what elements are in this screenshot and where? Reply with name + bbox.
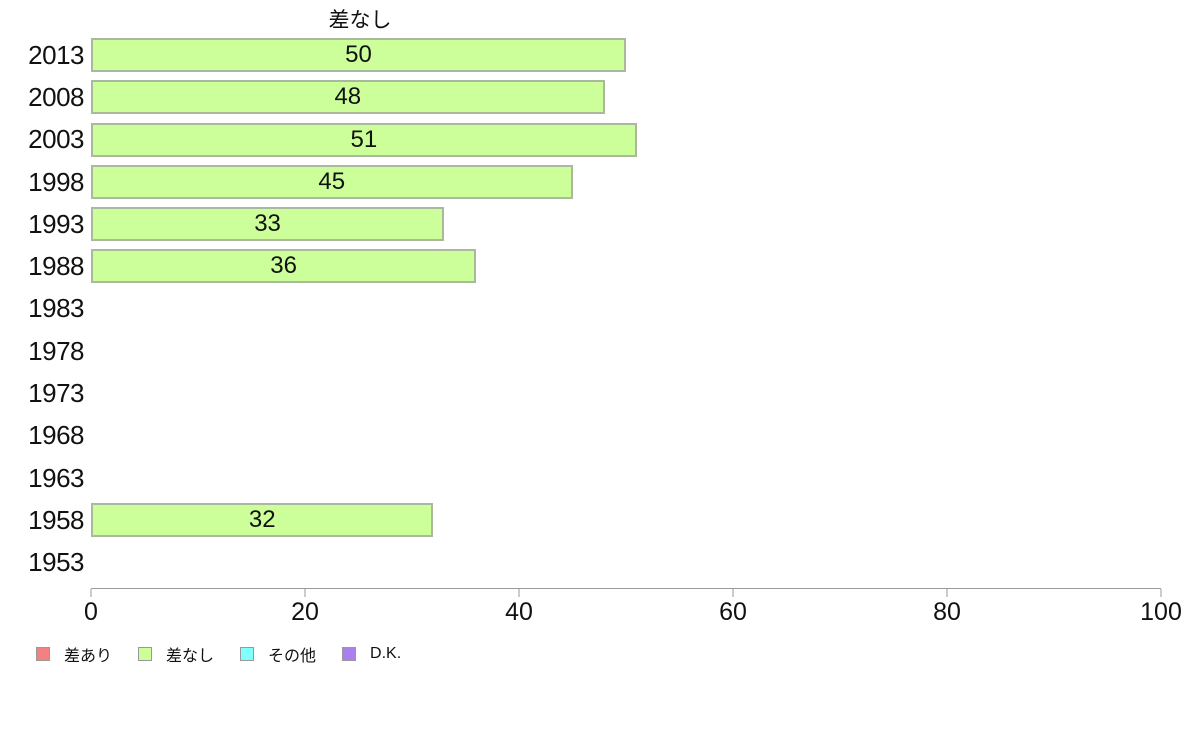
bar: 36 <box>91 249 477 284</box>
legend-item: 差あり <box>36 642 112 666</box>
bar-value-label: 33 <box>254 210 281 238</box>
y-axis-label: 2013 <box>28 39 84 70</box>
y-axis-label: 2003 <box>28 124 84 155</box>
chart-row: 1993 33 <box>0 203 1161 245</box>
chart-row: 1988 36 <box>0 245 1161 287</box>
bar: 50 <box>91 38 626 72</box>
legend-item-label: その他 <box>268 648 317 665</box>
y-axis-label: 1998 <box>28 166 84 197</box>
x-axis-tick-label: 80 <box>933 598 961 626</box>
chart-row: 1973 <box>0 372 1161 414</box>
chart-row: 1998 45 <box>0 161 1161 203</box>
y-axis-label: 1958 <box>28 504 84 535</box>
chart-row: 1978 <box>0 330 1161 372</box>
legend-swatch-sanashi <box>138 647 153 661</box>
chart-row: 2003 51 <box>0 119 1161 161</box>
y-axis-label: 1993 <box>28 208 84 239</box>
x-axis-line: 0 20 40 60 80 100 <box>84 588 1182 629</box>
bar: 33 <box>91 207 445 242</box>
legend-item: D.K. <box>342 645 401 663</box>
legend-swatch-saari <box>36 647 50 661</box>
y-axis-label: 1988 <box>28 251 84 282</box>
chart-row: 2008 48 <box>0 76 1161 118</box>
x-axis-tick <box>518 589 520 597</box>
bar-value-label: 45 <box>318 167 346 195</box>
legend-swatch-sonota <box>240 647 255 661</box>
x-axis-tick-label: 40 <box>505 598 533 626</box>
chart-title: 差なし <box>328 9 392 32</box>
chart-row: 1983 <box>0 288 1161 330</box>
x-axis-tick <box>304 589 306 597</box>
y-axis-label: 1968 <box>28 420 84 451</box>
bar-value-label: 48 <box>334 83 362 111</box>
y-axis-label: 1983 <box>28 293 84 324</box>
x-axis-tick-label: 60 <box>719 598 747 626</box>
bar-value-label: 32 <box>248 506 276 534</box>
legend-item: 差なし <box>138 642 214 666</box>
bar: 45 <box>91 164 573 199</box>
chart-row: 2013 50 <box>0 34 1161 76</box>
x-axis-tick <box>732 589 734 597</box>
x-axis-tick <box>1160 589 1162 597</box>
chart-row: 1968 <box>0 415 1161 457</box>
x-axis-tick-label: 0 <box>84 598 98 626</box>
bar-value-label: 50 <box>345 41 372 68</box>
legend-item: その他 <box>240 642 316 666</box>
x-axis-tick-label: 20 <box>291 598 319 626</box>
chart-row: 1958 32 <box>0 499 1161 541</box>
bar: 48 <box>91 80 605 115</box>
bar: 32 <box>91 503 434 538</box>
chart-row: 1953 <box>0 542 1161 584</box>
x-axis-tick <box>90 589 92 597</box>
x-axis-tick <box>946 589 948 597</box>
legend-item-label: 差あり <box>64 648 113 665</box>
y-axis-label: 1978 <box>28 335 84 366</box>
legend-item-label: 差なし <box>166 648 215 665</box>
y-axis-label: 1963 <box>28 462 84 493</box>
y-axis-label: 1953 <box>28 547 84 578</box>
y-axis-label: 2008 <box>28 81 84 112</box>
bar: 51 <box>91 122 637 157</box>
chart-row: 1963 <box>0 457 1161 499</box>
legend: 差あり 差なし その他 D.K. <box>36 642 401 666</box>
bar-value-label: 51 <box>350 125 378 153</box>
bar-value-label: 36 <box>270 252 297 280</box>
legend-item-label: D.K. <box>370 645 402 662</box>
y-axis-label: 1973 <box>28 378 84 409</box>
plot-area: 2013 50 2008 48 2003 51 1998 45 1993 33 … <box>0 34 1161 584</box>
legend-swatch-dk <box>342 647 357 661</box>
x-axis-tick-label: 100 <box>1140 598 1182 626</box>
